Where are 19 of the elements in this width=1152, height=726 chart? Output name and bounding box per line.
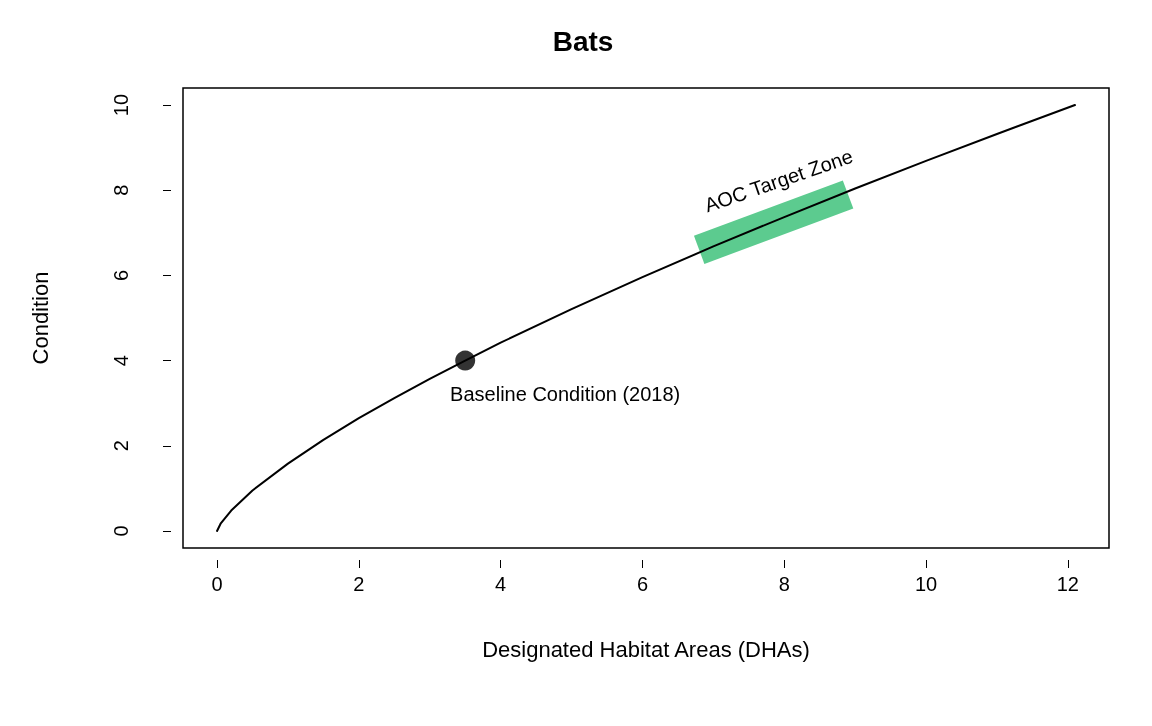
x-tick-label: 0 [211,573,223,595]
x-tick-label: 10 [914,573,938,595]
x-tick-label: 8 [778,573,790,595]
x-tick-label: 4 [495,573,507,595]
chart-title: Bats [552,25,614,57]
y-tick-label: 2 [110,440,132,452]
x-axis-title: Designated Habitat Areas (DHAs) [482,636,810,662]
x-tick-label: 12 [1056,573,1079,595]
line-series [216,104,1076,532]
y-axis-title: Condition [27,271,53,365]
text: AOC Target Zone [701,144,856,217]
annotation: Baseline Condition (2018) [450,382,681,405]
y-tick-label: 10 [110,93,132,117]
x-tick-label: 6 [636,573,649,595]
x-tick-label: 2 [353,573,365,595]
y-tick-label: 8 [110,184,132,196]
y-tick-label: 4 [110,355,132,367]
y-tick-label: 6 [110,269,132,281]
y-tick-label: 0 [110,525,132,537]
